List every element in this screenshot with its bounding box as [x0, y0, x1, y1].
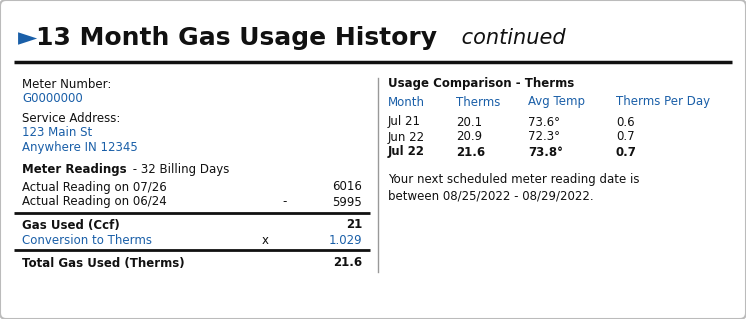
- Text: Jul 22: Jul 22: [388, 145, 425, 159]
- Text: Total Gas Used (Therms): Total Gas Used (Therms): [22, 256, 184, 270]
- Text: continued: continued: [455, 28, 565, 48]
- Text: between 08/25/2022 - 08/29/2022.: between 08/25/2022 - 08/29/2022.: [388, 189, 594, 203]
- Text: 20.9: 20.9: [456, 130, 482, 144]
- Text: Anywhere IN 12345: Anywhere IN 12345: [22, 142, 138, 154]
- Text: -: -: [283, 196, 287, 209]
- Text: 21: 21: [345, 219, 362, 232]
- Text: ►: ►: [18, 26, 37, 50]
- Text: Usage Comparison - Therms: Usage Comparison - Therms: [388, 78, 574, 91]
- Text: 0.6: 0.6: [616, 115, 635, 129]
- Text: 1.029: 1.029: [328, 234, 362, 247]
- Text: G0000000: G0000000: [22, 93, 83, 106]
- Text: Service Address:: Service Address:: [22, 112, 120, 124]
- Text: x: x: [262, 234, 269, 247]
- Text: Therms Per Day: Therms Per Day: [616, 95, 710, 108]
- Text: 72.3°: 72.3°: [528, 130, 560, 144]
- Text: 73.6°: 73.6°: [528, 115, 560, 129]
- Text: Therms: Therms: [456, 95, 501, 108]
- Text: 0.7: 0.7: [616, 130, 635, 144]
- Text: 20.1: 20.1: [456, 115, 482, 129]
- Text: 5995: 5995: [332, 196, 362, 209]
- Text: Meter Number:: Meter Number:: [22, 78, 111, 91]
- Text: Gas Used (Ccf): Gas Used (Ccf): [22, 219, 120, 232]
- Text: - 32 Billing Days: - 32 Billing Days: [129, 164, 229, 176]
- Text: Avg Temp: Avg Temp: [528, 95, 585, 108]
- Text: Conversion to Therms: Conversion to Therms: [22, 234, 152, 247]
- Text: 21.6: 21.6: [456, 145, 485, 159]
- Text: Your next scheduled meter reading date is: Your next scheduled meter reading date i…: [388, 174, 639, 187]
- Text: 0.7: 0.7: [616, 145, 637, 159]
- Text: Jun 22: Jun 22: [388, 130, 425, 144]
- Text: Actual Reading on 06/24: Actual Reading on 06/24: [22, 196, 167, 209]
- Text: Meter Readings: Meter Readings: [22, 164, 127, 176]
- Text: 123 Main St: 123 Main St: [22, 127, 93, 139]
- Text: 73.8°: 73.8°: [528, 145, 563, 159]
- Text: 21.6: 21.6: [333, 256, 362, 270]
- Text: 13 Month Gas Usage History: 13 Month Gas Usage History: [36, 26, 437, 50]
- Text: Jul 21: Jul 21: [388, 115, 421, 129]
- Text: Actual Reading on 07/26: Actual Reading on 07/26: [22, 181, 167, 194]
- Text: 6016: 6016: [332, 181, 362, 194]
- Text: Month: Month: [388, 95, 425, 108]
